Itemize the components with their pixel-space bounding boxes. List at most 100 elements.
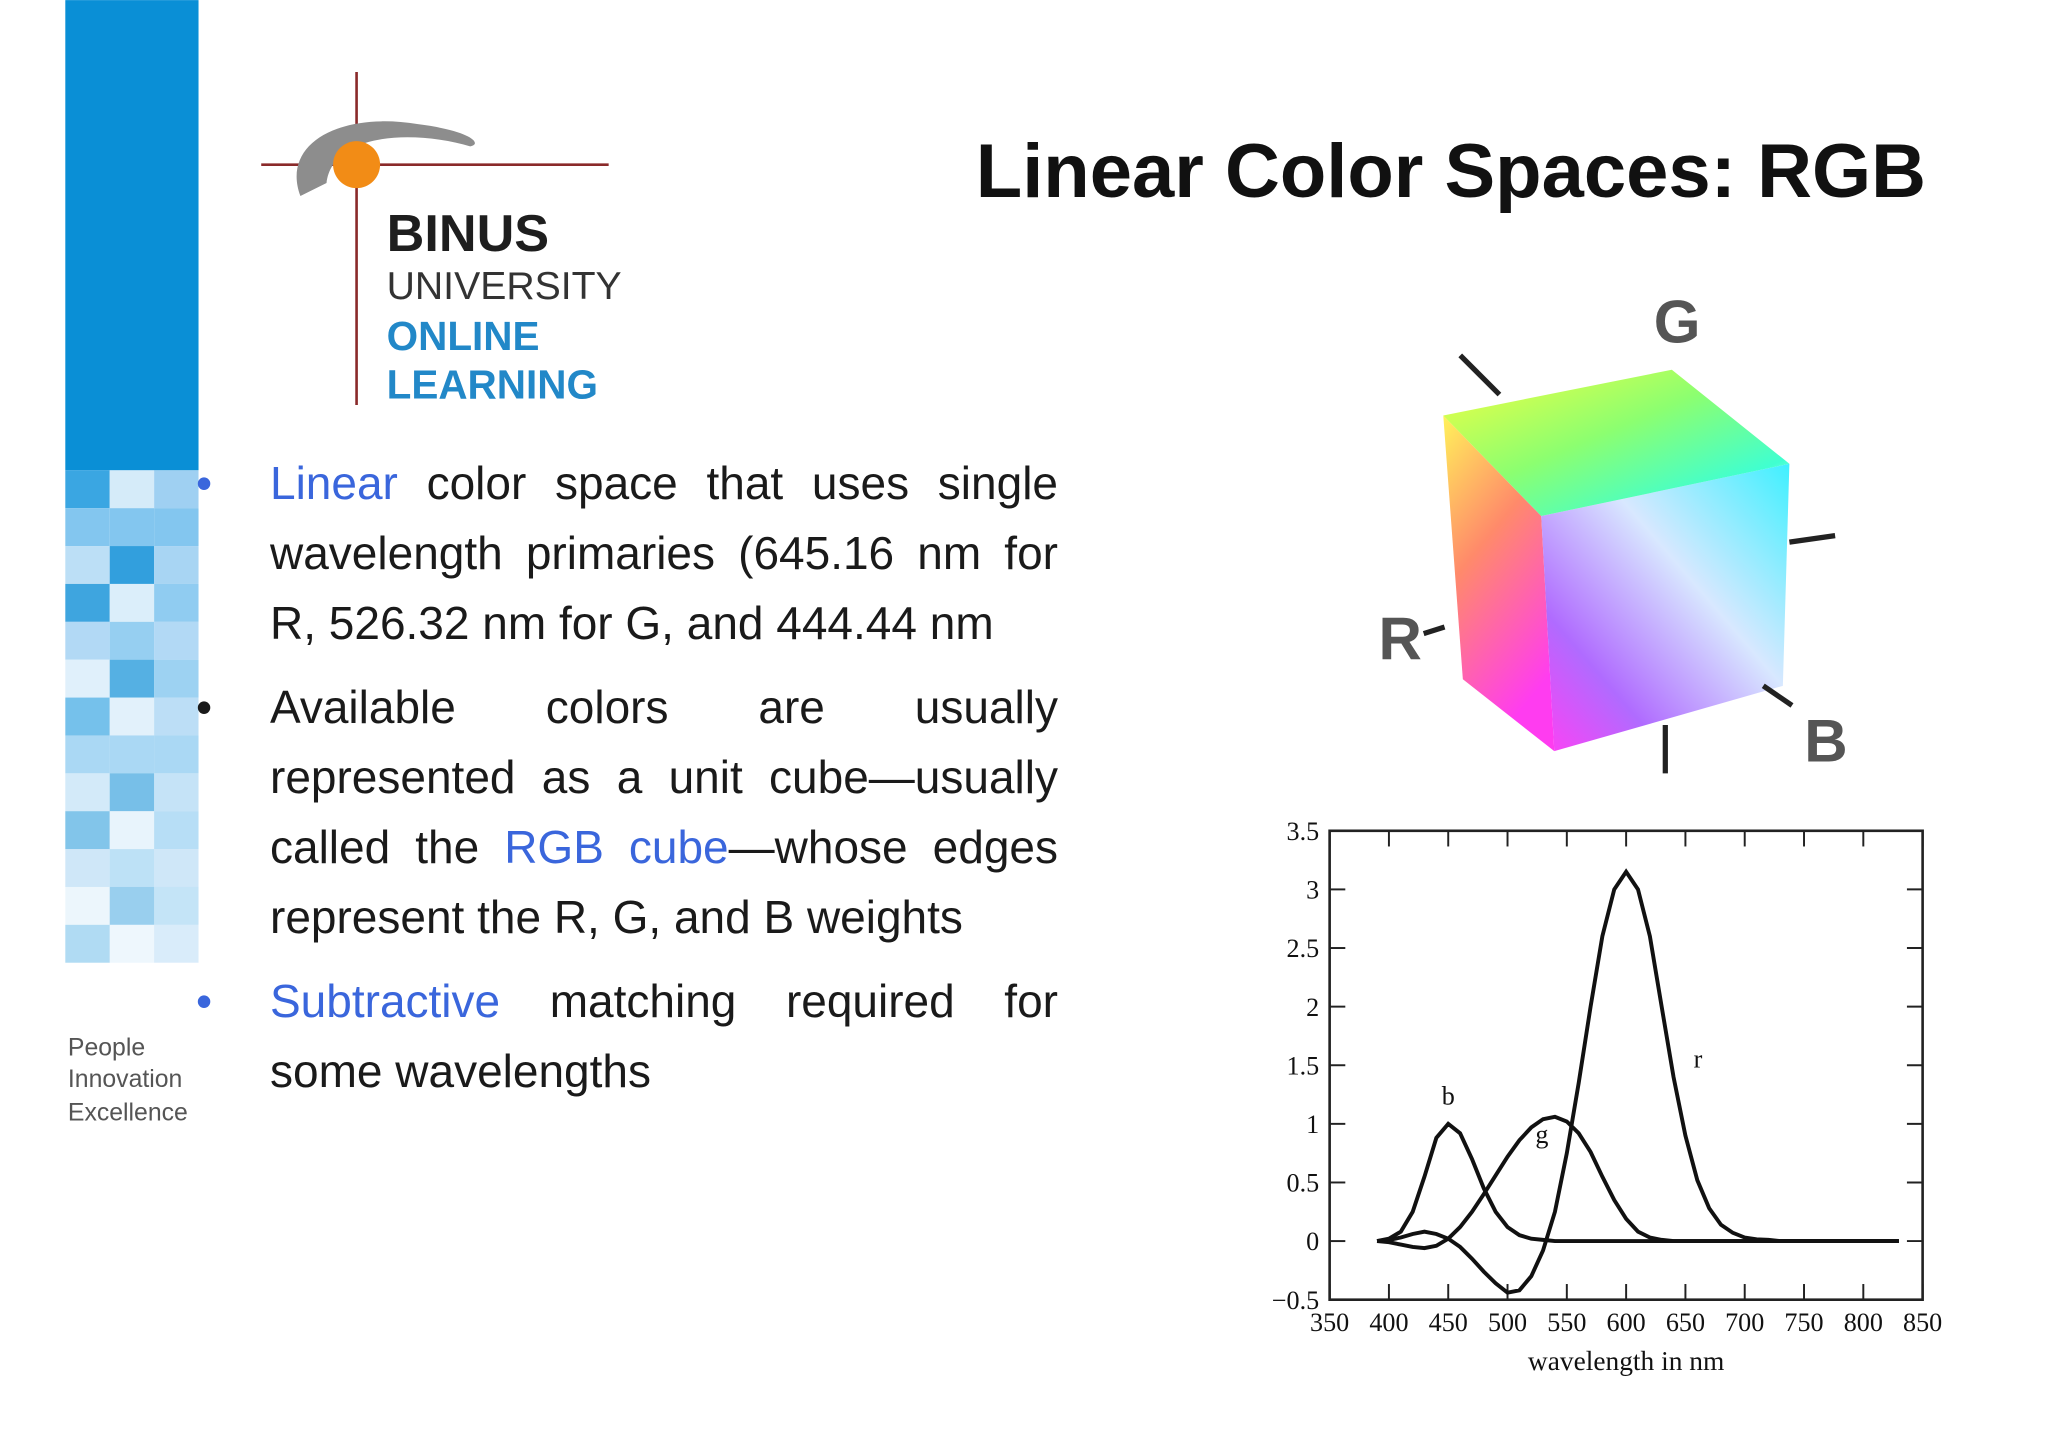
cube-label: R: [1378, 606, 1421, 673]
logo: BINUS UNIVERSITY ONLINE LEARNING: [261, 71, 622, 407]
y-tick-label: 3: [1306, 876, 1319, 905]
logo-text: ONLINE: [387, 313, 540, 359]
strip-tile: [154, 583, 199, 622]
x-tick-label: 500: [1488, 1308, 1527, 1337]
strip-tile: [65, 849, 110, 887]
cube-axis: [1789, 533, 1836, 545]
strip-tile: [109, 735, 155, 774]
bullet: • Linear color space that uses single wav…: [196, 448, 1058, 658]
strip-tile: [65, 508, 110, 547]
tagline: People Innovation Excellence: [68, 1034, 188, 1126]
strip-tile: [154, 924, 199, 963]
bullet: • Available colors are usually represente…: [196, 672, 1058, 952]
series-line: [1376, 1114, 1899, 1251]
logo-sun: [333, 141, 381, 189]
bullet-text: matching required for some wavelengths: [270, 975, 1058, 1097]
side-strip: [65, 0, 199, 963]
strip-band: [65, 0, 199, 471]
x-tick-label: 650: [1666, 1308, 1705, 1337]
cube-axis: [1761, 683, 1794, 708]
bullet-list: • Linear color space that uses single wav…: [196, 448, 1058, 1120]
x-tick-label: 450: [1429, 1308, 1468, 1337]
cube-face: [1541, 463, 1790, 752]
slide-title: Linear Color Spaces: RGB: [975, 129, 1926, 214]
tagline-text: Innovation: [68, 1066, 182, 1093]
x-tick-label: 600: [1607, 1308, 1646, 1337]
strip-tile: [65, 621, 110, 660]
x-axis-label: wavelength in nm: [1528, 1346, 1724, 1376]
strip-tile: [154, 621, 199, 660]
y-tick-label: 0.5: [1287, 1169, 1320, 1198]
x-tick-label: 850: [1903, 1308, 1942, 1337]
bullet-dot: •: [196, 457, 213, 509]
highlight-text: Linear: [270, 457, 398, 509]
bullet-text: Available colors are usually represented…: [270, 681, 1058, 873]
strip-tile: [109, 659, 155, 698]
strip-tile: [154, 697, 199, 736]
x-tick-label: 400: [1369, 1308, 1408, 1337]
strip-tile: [109, 508, 155, 547]
chart: wavelength in nm −0.5 0 0.5 1 1.5 2 2.5 3 3.5 350…: [1272, 817, 1942, 1376]
strip-tile: [109, 849, 155, 887]
y-tick-label: 2: [1306, 993, 1319, 1022]
y-tick-label: 0: [1306, 1227, 1319, 1256]
strip-tile: [65, 773, 110, 812]
strip-tile: [65, 546, 110, 584]
y-tick-label: 3.5: [1287, 817, 1320, 846]
logo-swoosh: [296, 121, 475, 197]
strip-tile: [154, 811, 199, 850]
series-label: b: [1442, 1081, 1455, 1110]
logo-text: LEARNING: [387, 361, 598, 407]
y-tick-label: 1.5: [1287, 1051, 1320, 1080]
strip-tile: [154, 470, 199, 509]
strip-tile: [109, 470, 155, 509]
strip-tile: [65, 886, 110, 925]
strip-tile: [154, 508, 199, 547]
strip-tile: [65, 811, 110, 850]
series-line: [1376, 1121, 1899, 1244]
x-tick-label: 550: [1547, 1308, 1586, 1337]
bullet: • Subtractive matching required for some …: [196, 966, 1058, 1106]
bullet-text: —whose edges represent the R, G, and B w…: [270, 821, 1058, 943]
x-tick-label: 750: [1784, 1308, 1823, 1337]
highlight-text: RGB cube: [504, 821, 729, 873]
cube-face: [1443, 415, 1555, 752]
strip-tile: [65, 470, 110, 509]
strip-tile: [65, 735, 110, 774]
strip-tile: [154, 849, 199, 887]
strip-tile: [109, 546, 155, 584]
tagline-text: Excellence: [68, 1100, 188, 1127]
strip-tile: [154, 886, 199, 925]
rgb-cube: G R B: [1378, 288, 1847, 774]
strip-tile: [109, 697, 155, 736]
strip-tile: [65, 697, 110, 736]
strip-tile: [109, 621, 155, 660]
y-tick-label: 1: [1306, 1110, 1319, 1139]
cube-face: [1443, 369, 1790, 517]
strip-tile: [154, 546, 199, 584]
strip-tile: [65, 583, 110, 622]
cube-label: G: [1654, 288, 1701, 355]
series-label: g: [1535, 1120, 1548, 1149]
tagline-text: People: [68, 1034, 145, 1061]
logo-text: BINUS: [387, 205, 550, 263]
y-tick-label: 2.5: [1287, 934, 1320, 963]
cube-axis: [1458, 353, 1502, 397]
y-tick-label: −0.5: [1272, 1286, 1319, 1315]
bullet-dot: •: [196, 975, 213, 1027]
bullet-text: color space that uses single wavelength …: [270, 457, 1058, 649]
strip-tile: [154, 735, 199, 774]
strip-tile: [109, 583, 155, 622]
strip-tile: [65, 659, 110, 698]
logo-text: UNIVERSITY: [387, 265, 622, 308]
plot-frame: [1328, 829, 1924, 1301]
x-tick-label: 700: [1725, 1308, 1764, 1337]
bullet-dot: •: [196, 681, 213, 733]
strip-tile: [109, 773, 155, 812]
strip-tile: [154, 659, 199, 698]
strip-tile: [109, 924, 155, 963]
x-tick-label: 350: [1310, 1308, 1349, 1337]
x-tick-label: 800: [1844, 1308, 1883, 1337]
highlight-text: Subtractive: [270, 975, 501, 1027]
